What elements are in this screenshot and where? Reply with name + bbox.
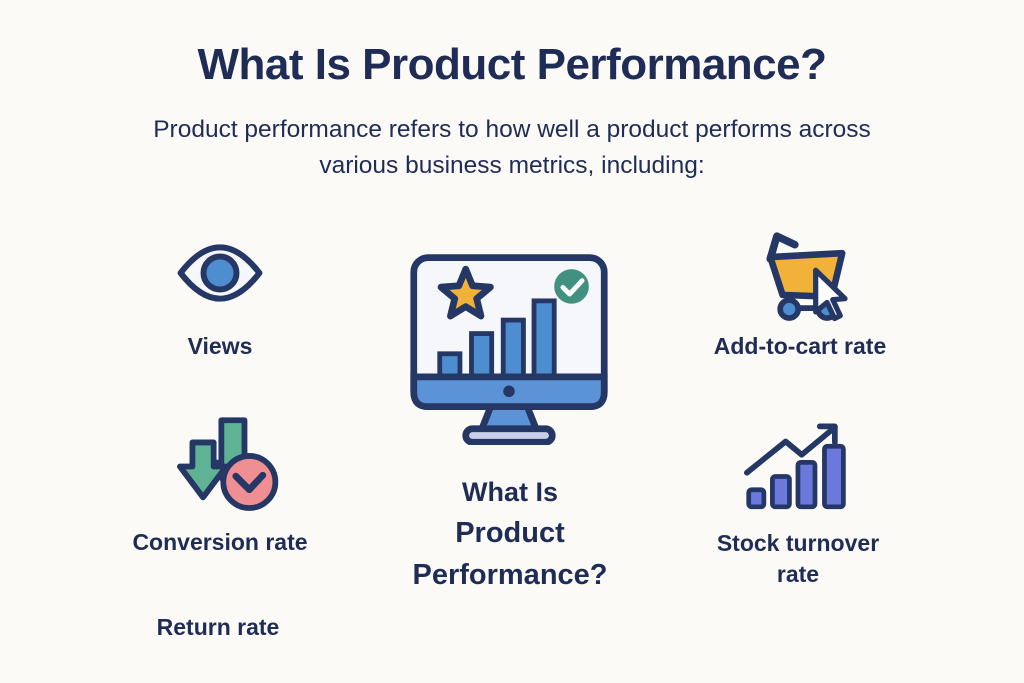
page-subtitle: Product performance refers to how well a… xyxy=(0,112,1024,184)
subtitle-line-1: Product performance refers to how well a… xyxy=(153,116,871,143)
center-caption: What Is Product Performance? xyxy=(370,472,650,596)
metric-label-stock-turnover: Stock turnover rate xyxy=(716,530,880,587)
down-arrows-check-icon xyxy=(177,416,285,519)
page-title: What Is Product Performance? xyxy=(197,40,827,89)
metric-label-add-to-cart: Add-to-cart rate xyxy=(713,333,887,359)
metric-label-conversion: Conversion rate xyxy=(132,529,308,555)
subtitle-line-2: various business metrics, including: xyxy=(319,152,705,179)
shopping-cart-cursor-icon xyxy=(757,228,863,322)
caption-line: What Is xyxy=(461,477,558,507)
eye-icon xyxy=(176,240,264,306)
metric-label-views: Views xyxy=(187,333,253,359)
ascending-bars-arrow-icon xyxy=(744,420,850,516)
monitor-bar-chart-icon xyxy=(408,251,610,445)
caption-line: Product xyxy=(455,517,565,549)
metric-label-return: Return rate xyxy=(156,614,280,640)
caption-line: Performance? xyxy=(412,559,608,591)
